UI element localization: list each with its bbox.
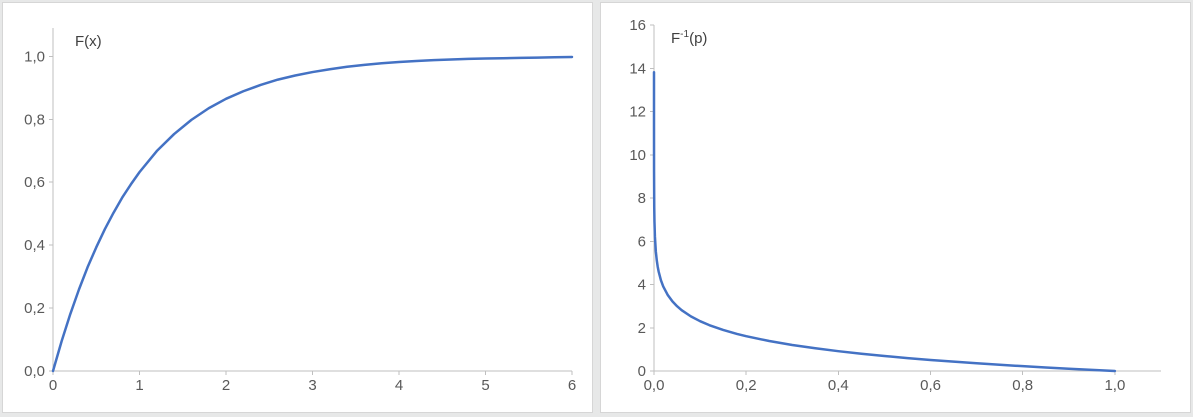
y-tick-label: 16 xyxy=(629,17,646,34)
y-tick-label: 10 xyxy=(629,147,646,164)
x-tick-label: 0,6 xyxy=(920,377,941,394)
y-tick-label: 0,6 xyxy=(24,174,45,191)
y-tick-label: 0,4 xyxy=(24,237,45,254)
y-tick-label: 0,0 xyxy=(24,363,45,380)
cdf-chart-title: F(x) xyxy=(75,33,102,50)
cdf-plot: 0 1 2 3 4 5 6 0,0 0,2 0,4 0,6 0,8 1,0 xyxy=(24,28,576,394)
y-tick-label: 0,8 xyxy=(24,111,45,128)
y-tick-label: 2 xyxy=(638,320,646,337)
y-tick-label: 1,0 xyxy=(24,48,45,65)
inverse-cdf-title-rest: (p) xyxy=(689,30,708,47)
inverse-cdf-chart-panel: F-1(p) 0,0 0,2 0,4 0,6 0,8 1,0 0 2 4 6 8 10 12 14 16 xyxy=(600,2,1191,413)
inverse-cdf-title-superscript: -1 xyxy=(680,29,690,40)
y-tick-label: 4 xyxy=(638,277,646,294)
x-tick-label: 0,4 xyxy=(828,377,849,394)
inverse-cdf-chart-title: F-1(p) xyxy=(671,29,708,47)
x-tick-label: 6 xyxy=(568,377,576,394)
x-tick-label: 2 xyxy=(222,377,230,394)
x-tick-label: 0,2 xyxy=(736,377,757,394)
y-tick-label: 0,2 xyxy=(24,300,45,317)
x-tick-label: 0,0 xyxy=(644,377,665,394)
inverse-cdf-title-base: F xyxy=(671,30,681,47)
series-line xyxy=(652,70,1117,373)
x-tick-label: 5 xyxy=(481,377,489,394)
x-tick-label: 1 xyxy=(135,377,143,394)
inverse-cdf-plot: 0,0 0,2 0,4 0,6 0,8 1,0 0 2 4 6 8 10 12 14 16 xyxy=(629,17,1161,394)
y-tick-label: 8 xyxy=(638,190,646,207)
y-tick-label: 12 xyxy=(629,104,646,121)
x-tick-label: 4 xyxy=(395,377,403,394)
y-tick-label: 14 xyxy=(629,60,646,77)
x-tick-label: 0,8 xyxy=(1012,377,1033,394)
y-tick-label: 6 xyxy=(638,233,646,250)
x-tick-label: 0 xyxy=(49,377,57,394)
y-tick-label: 0 xyxy=(638,363,646,380)
x-tick-label: 1,0 xyxy=(1104,377,1125,394)
series-line xyxy=(51,55,574,373)
exponential-cdf-chart-panel: F(x) 0 1 2 3 4 5 6 0,0 0,2 0,4 0,6 0,8 1,0 xyxy=(2,2,593,413)
x-tick-label: 3 xyxy=(308,377,316,394)
